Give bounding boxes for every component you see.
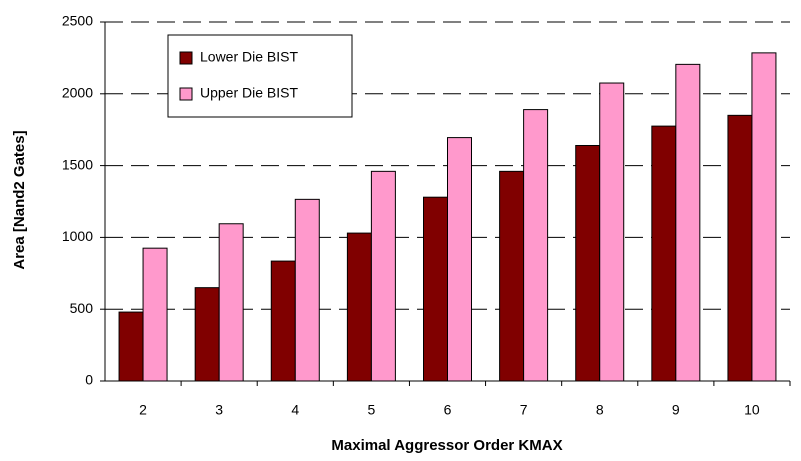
x-tick-label: 4 <box>291 402 299 418</box>
bar <box>651 125 677 382</box>
y-tick-label: 1500 <box>62 156 93 172</box>
bar <box>523 109 549 382</box>
legend-label: Upper Die BIST <box>200 85 298 101</box>
bar <box>346 232 372 382</box>
x-tick-label: 6 <box>444 402 452 418</box>
bar <box>675 63 701 382</box>
bar <box>575 144 601 382</box>
y-tick-label: 2500 <box>62 13 93 29</box>
x-tick-label: 3 <box>215 402 223 418</box>
y-tick-label: 500 <box>70 300 94 316</box>
bar <box>423 196 448 382</box>
x-tick-label: 8 <box>596 402 604 418</box>
bar <box>194 287 220 382</box>
legend-swatch <box>179 51 193 65</box>
x-tick-label: 9 <box>672 402 680 418</box>
x-tick-label: 10 <box>744 402 760 418</box>
x-tick-label: 7 <box>520 402 528 418</box>
legend-swatch <box>179 87 193 101</box>
bar <box>218 223 244 382</box>
bar <box>599 82 625 382</box>
x-tick-label: 5 <box>367 402 375 418</box>
x-tick-label: 2 <box>139 402 147 418</box>
bar <box>294 198 320 382</box>
bar <box>270 260 296 382</box>
y-axis-title: Area [Nand2 Gates] <box>11 130 28 269</box>
x-axis-title: Maximal Aggressor Order KMAX <box>331 437 562 454</box>
bar <box>370 170 396 382</box>
y-tick-label: 2000 <box>62 85 93 101</box>
legend-label: Lower Die BIST <box>200 49 298 65</box>
y-tick-label: 1000 <box>62 228 93 244</box>
bar <box>142 247 168 382</box>
bar <box>727 114 753 382</box>
bar <box>499 170 525 382</box>
legend-box <box>167 34 353 118</box>
bar <box>118 311 144 382</box>
bar <box>447 137 472 382</box>
y-tick-label: 0 <box>85 372 93 388</box>
bar <box>751 52 777 382</box>
